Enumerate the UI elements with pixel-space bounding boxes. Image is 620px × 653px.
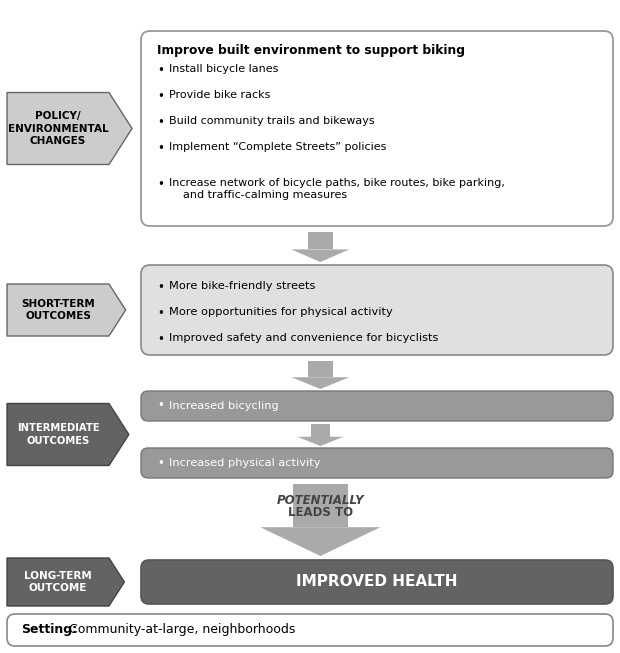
- Text: LONG-TERM
OUTCOME: LONG-TERM OUTCOME: [24, 571, 92, 593]
- Text: Install bicycle lanes: Install bicycle lanes: [169, 64, 278, 74]
- Text: POLICY/
ENVIRONMENTAL
CHANGES: POLICY/ ENVIRONMENTAL CHANGES: [7, 111, 108, 146]
- Polygon shape: [7, 284, 126, 336]
- FancyBboxPatch shape: [141, 448, 613, 478]
- Text: •: •: [157, 400, 164, 413]
- Polygon shape: [7, 404, 129, 466]
- Polygon shape: [311, 424, 330, 437]
- Polygon shape: [308, 361, 332, 377]
- Text: Improve built environment to support biking: Improve built environment to support bik…: [157, 44, 465, 57]
- Text: INTERMEDIATE
OUTCOMES: INTERMEDIATE OUTCOMES: [17, 423, 99, 446]
- Polygon shape: [260, 527, 380, 556]
- Text: Increased physical activity: Increased physical activity: [169, 458, 321, 468]
- Text: Increased bicycling: Increased bicycling: [169, 401, 279, 411]
- Polygon shape: [7, 558, 125, 606]
- Text: Improved safety and convenience for bicyclists: Improved safety and convenience for bicy…: [169, 333, 438, 343]
- Text: Implement “Complete Streets” policies: Implement “Complete Streets” policies: [169, 142, 386, 152]
- Text: Setting:: Setting:: [21, 624, 77, 637]
- FancyBboxPatch shape: [141, 265, 613, 355]
- Text: •: •: [157, 64, 164, 77]
- FancyBboxPatch shape: [141, 560, 613, 604]
- Polygon shape: [291, 249, 349, 262]
- Text: •: •: [157, 281, 164, 294]
- Text: SHORT-TERM
OUTCOMES: SHORT-TERM OUTCOMES: [21, 299, 95, 321]
- Text: Build community trails and bikeways: Build community trails and bikeways: [169, 116, 374, 126]
- Polygon shape: [298, 437, 343, 446]
- Text: LEADS TO: LEADS TO: [288, 506, 353, 519]
- Polygon shape: [7, 93, 132, 165]
- Text: •: •: [157, 90, 164, 103]
- Text: •: •: [157, 307, 164, 320]
- Text: •: •: [157, 333, 164, 346]
- Text: More bike-friendly streets: More bike-friendly streets: [169, 281, 316, 291]
- Text: •: •: [157, 142, 164, 155]
- Text: •: •: [157, 116, 164, 129]
- FancyBboxPatch shape: [7, 614, 613, 646]
- Polygon shape: [293, 484, 348, 527]
- FancyBboxPatch shape: [141, 391, 613, 421]
- Text: More opportunities for physical activity: More opportunities for physical activity: [169, 307, 392, 317]
- Text: •: •: [157, 178, 164, 191]
- Text: Community-at-large, neighborhoods: Community-at-large, neighborhoods: [69, 624, 295, 637]
- Text: Increase network of bicycle paths, bike routes, bike parking,
    and traffic-ca: Increase network of bicycle paths, bike …: [169, 178, 505, 200]
- Text: •: •: [157, 456, 164, 470]
- Text: IMPROVED HEALTH: IMPROVED HEALTH: [296, 575, 458, 590]
- Text: POTENTIALLY: POTENTIALLY: [277, 494, 364, 507]
- Text: Provide bike racks: Provide bike racks: [169, 90, 270, 100]
- FancyBboxPatch shape: [141, 31, 613, 226]
- Polygon shape: [291, 377, 349, 389]
- Polygon shape: [308, 232, 332, 249]
